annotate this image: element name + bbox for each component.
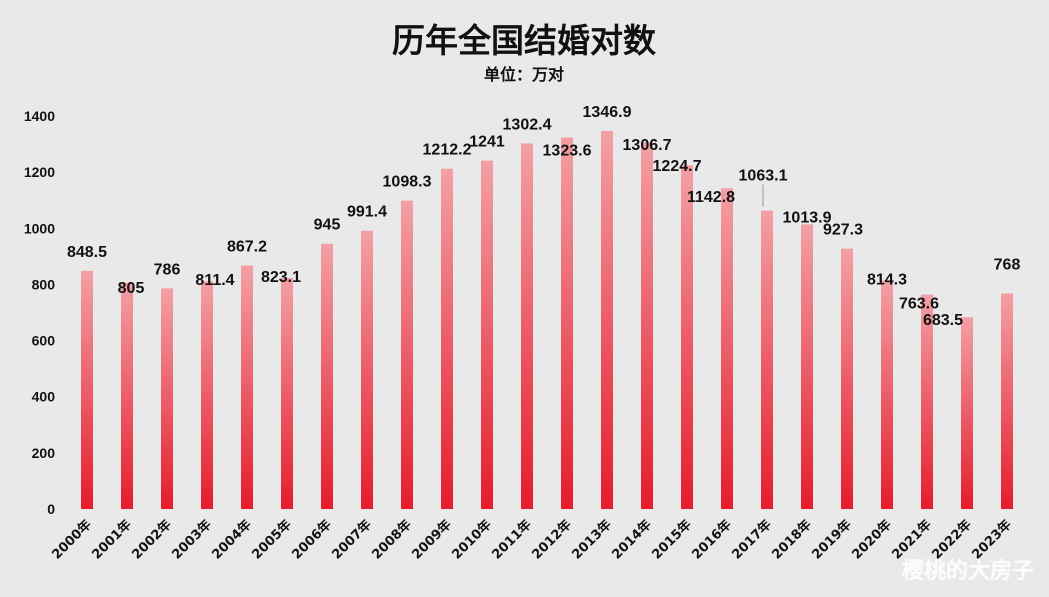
data-labels: 848.5 805 786 811.4 867.2 823.1 945 991.4 1098.3… <box>67 104 1020 329</box>
bar <box>841 248 853 509</box>
bar <box>921 294 933 509</box>
x-tick-label: 2023年 <box>969 517 1015 563</box>
x-tick-label: 2019年 <box>809 517 855 563</box>
data-label: 1302.4 <box>503 116 552 133</box>
x-tick-label: 2022年 <box>929 517 975 563</box>
bar <box>521 143 533 510</box>
data-label: 1323.6 <box>543 142 592 159</box>
y-tick-label: 600 <box>32 333 56 349</box>
data-label: 1224.7 <box>653 158 702 175</box>
data-label: 867.2 <box>227 239 267 256</box>
data-label: 991.4 <box>347 204 387 221</box>
data-label: 805 <box>118 280 145 297</box>
bar <box>81 270 93 509</box>
data-label: 768 <box>994 256 1021 273</box>
data-label: 763.6 <box>899 296 939 313</box>
data-label: 848.5 <box>67 244 107 261</box>
bar <box>121 283 133 509</box>
bar <box>201 281 213 509</box>
x-tick-label: 2009年 <box>409 517 455 563</box>
bar <box>641 142 653 509</box>
bar <box>281 277 293 509</box>
watermark: 樱桃的大房子 <box>902 558 1034 584</box>
y-tick-label: 1400 <box>24 108 55 124</box>
x-tick-label: 2016年 <box>689 517 735 563</box>
y-tick-label: 1200 <box>24 164 55 180</box>
bar <box>441 168 453 509</box>
bar <box>161 288 173 509</box>
bar <box>361 230 373 509</box>
data-label: 1063.1 <box>739 168 788 185</box>
bar <box>801 224 813 509</box>
chart-title: 历年全国结婚对数 <box>392 21 657 60</box>
bar-series <box>81 130 1013 510</box>
y-tick-label: 400 <box>32 389 56 405</box>
x-tick-label: 2010年 <box>449 517 495 563</box>
data-label: 1142.8 <box>687 189 735 206</box>
data-label: 811.4 <box>195 272 234 289</box>
data-label: 1306.7 <box>623 137 672 154</box>
bar <box>1001 293 1013 509</box>
x-tick-label: 2007年 <box>329 517 375 563</box>
data-label: 1241 <box>469 134 505 151</box>
data-label: 1346.9 <box>583 104 632 121</box>
x-tick-label: 2018年 <box>769 517 815 563</box>
bar <box>481 160 493 509</box>
x-tick-label: 2006年 <box>289 517 335 563</box>
bar <box>881 280 893 509</box>
y-tick-label: 800 <box>32 276 56 292</box>
data-label: 1098.3 <box>383 174 432 191</box>
bar <box>681 165 693 509</box>
x-tick-label: 2003年 <box>169 517 215 563</box>
x-tick-label: 2014年 <box>609 517 655 563</box>
bar <box>241 265 253 509</box>
data-label: 927.3 <box>823 222 863 239</box>
x-tick-label: 2020年 <box>849 517 895 563</box>
x-tick-label: 2015年 <box>649 517 695 563</box>
data-label: 823.1 <box>261 269 301 286</box>
y-tick-label: 200 <box>32 445 56 461</box>
x-tick-label: 2001年 <box>89 517 135 563</box>
bar <box>721 188 733 509</box>
bar <box>561 137 573 509</box>
x-axis: 2000年2001年2002年2003年2004年2005年2006年2007年… <box>49 517 1015 563</box>
data-label: 786 <box>154 261 181 278</box>
y-tick-label: 0 <box>47 501 55 517</box>
x-tick-label: 2017年 <box>729 517 775 563</box>
data-label: 945 <box>314 217 341 234</box>
data-label: 814.3 <box>867 271 907 288</box>
x-tick-label: 2012年 <box>529 517 575 563</box>
y-tick-label: 1000 <box>24 220 55 236</box>
bar <box>601 130 613 509</box>
x-tick-label: 2005年 <box>249 517 295 563</box>
x-tick-label: 2004年 <box>209 517 255 563</box>
bar <box>321 243 333 509</box>
x-tick-label: 2000年 <box>49 517 95 563</box>
data-label: 683.5 <box>923 312 963 329</box>
bar <box>961 317 973 509</box>
data-label: 1013.9 <box>783 209 832 226</box>
x-tick-label: 2008年 <box>369 517 415 563</box>
data-label: 1212.2 <box>423 142 472 159</box>
bar <box>401 200 413 509</box>
x-tick-label: 2002年 <box>129 517 175 563</box>
x-tick-label: 2013年 <box>569 517 615 563</box>
bar <box>761 210 773 510</box>
x-tick-label: 2011年 <box>489 517 535 563</box>
chart-subtitle: 单位：万对 <box>484 65 564 84</box>
x-tick-label: 2021年 <box>889 517 935 563</box>
y-axis: 0 200 400 600 800 1000 1200 1400 <box>24 108 55 517</box>
